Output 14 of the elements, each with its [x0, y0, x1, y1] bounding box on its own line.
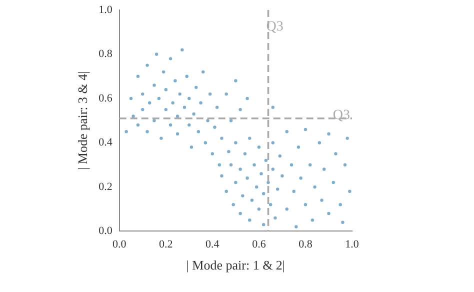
x-tick-label: 0.6 [252, 238, 266, 251]
x-tick-label: 1.0 [345, 238, 360, 251]
x-tick-label: 0.8 [298, 238, 313, 251]
y-tick-label: 0.4 [98, 136, 113, 149]
y-axis-title: | Mode pair: 3 & 4| [75, 71, 90, 170]
y-tick-label: 0.2 [98, 180, 112, 193]
x-tick-label: 0.0 [112, 238, 127, 251]
y-tick-label: 0.0 [98, 225, 113, 238]
x-tick-label: 0.4 [206, 238, 220, 251]
y-tick-label: 0.8 [98, 48, 113, 60]
x-tick-label: 0.2 [159, 238, 173, 251]
x-axis-title: | Mode pair: 1 & 2| [186, 258, 286, 273]
y-tick-label: 0.6 [98, 92, 113, 104]
y-tick-label: 1.0 [98, 4, 113, 16]
